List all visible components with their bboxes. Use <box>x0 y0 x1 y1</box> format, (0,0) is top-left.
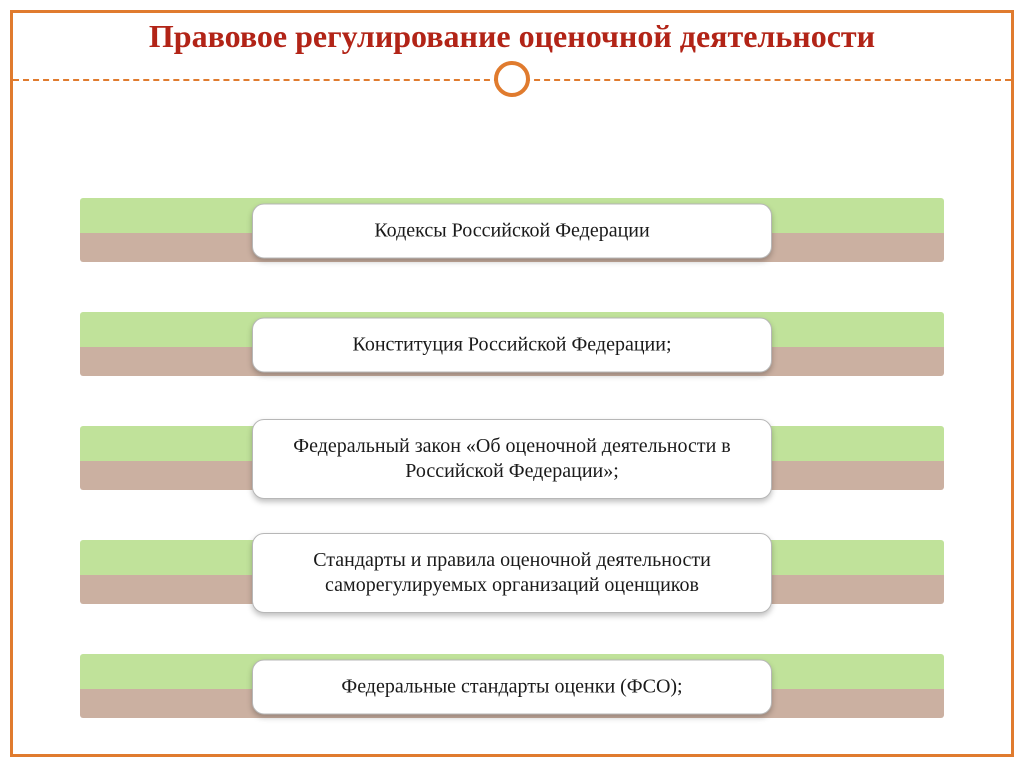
list-item: Кодексы Российской Федерации <box>80 178 944 284</box>
item-pill: Конституция Российской Федерации; <box>252 318 772 373</box>
item-label: Федеральные стандарты оценки (ФСО); <box>341 676 682 698</box>
item-label: Федеральный закон «Об оценочной деятельн… <box>293 435 730 482</box>
item-pill: Федеральный закон «Об оценочной деятельн… <box>252 419 772 499</box>
divider-circle-icon <box>494 61 530 97</box>
title-divider <box>0 61 1024 97</box>
item-label: Стандарты и правила оценочной деятельнос… <box>313 549 711 596</box>
item-label: Конституция Российской Федерации; <box>352 334 671 356</box>
list-item: Стандарты и правила оценочной деятельнос… <box>80 520 944 626</box>
item-pill: Кодексы Российской Федерации <box>252 204 772 259</box>
item-pill: Федеральные стандарты оценки (ФСО); <box>252 660 772 715</box>
item-pill: Стандарты и правила оценочной деятельнос… <box>252 533 772 613</box>
hierarchy-list: Кодексы Российской Федерации Конституция… <box>80 178 944 748</box>
list-item: Федеральные стандарты оценки (ФСО); <box>80 634 944 740</box>
list-item: Конституция Российской Федерации; <box>80 292 944 398</box>
list-item: Федеральный закон «Об оценочной деятельн… <box>80 406 944 512</box>
item-label: Кодексы Российской Федерации <box>374 220 649 242</box>
